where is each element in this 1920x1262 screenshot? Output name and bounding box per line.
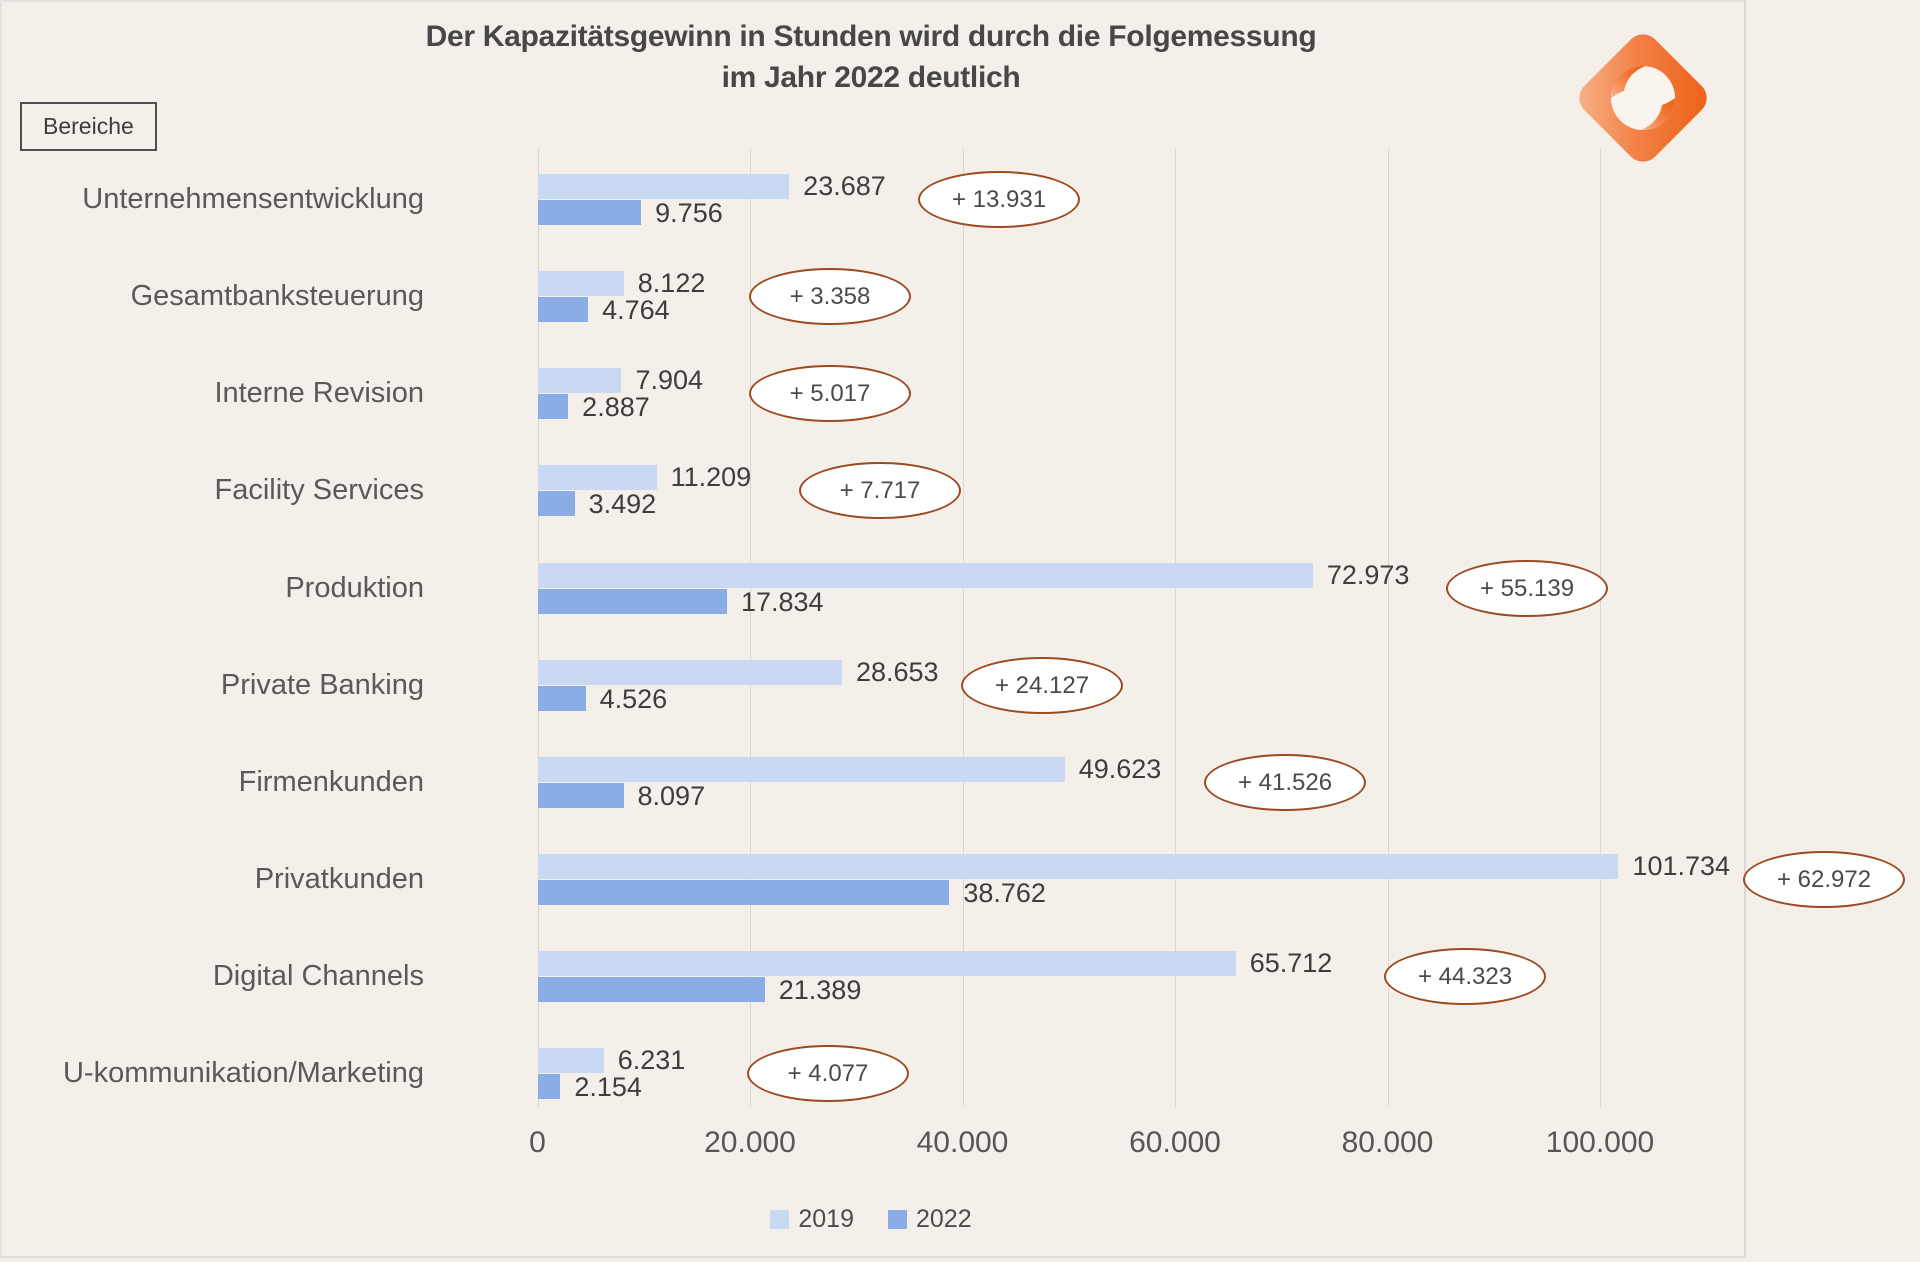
bar-2019 [537, 757, 1065, 782]
value-label-2022: 4.526 [599, 684, 668, 714]
value-label-2019: 6.231 [617, 1045, 686, 1075]
value-label-2022: 17.834 [740, 587, 824, 617]
category-label: Produktion [285, 572, 424, 604]
legend-label-2022: 2022 [916, 1205, 972, 1233]
value-label-2022: 8.097 [637, 781, 706, 811]
bar-2022 [537, 297, 589, 322]
value-label-2022: 38.762 [963, 878, 1046, 908]
category-axis-title-box: Bereiche [20, 102, 157, 151]
value-label-2019: 49.623 [1078, 754, 1162, 784]
bar-2019 [537, 174, 790, 199]
bar-2022 [537, 783, 624, 808]
legend-item-2019: 2019 [770, 1205, 854, 1234]
delta-ellipse: + 7.717 [799, 462, 961, 519]
bar-2022 [537, 880, 950, 905]
bar-2022 [537, 977, 765, 1002]
value-label-2019: 65.712 [1249, 948, 1333, 978]
gridline [1387, 148, 1389, 1107]
bar-2019 [537, 465, 657, 490]
bar-2019 [537, 368, 622, 393]
bar-2019 [537, 271, 624, 296]
legend-swatch-2019 [770, 1210, 790, 1229]
value-label-2022: 9.756 [655, 198, 723, 228]
category-label: Facility Services [214, 474, 425, 506]
bar-2019 [537, 951, 1236, 976]
gridline [750, 148, 751, 1107]
legend-item-2022: 2022 [888, 1205, 972, 1234]
company-logo-icon [1579, 34, 1707, 162]
bar-2022 [537, 491, 575, 516]
x-axis-tick-label: 40.000 [916, 1126, 1009, 1159]
category-label: Gesamtbanksteuerung [130, 280, 424, 312]
legend-label-2019: 2019 [798, 1205, 854, 1233]
value-label-2022: 21.389 [778, 975, 862, 1005]
delta-ellipse: + 3.358 [749, 268, 911, 325]
chart-title-line2: im Jahr 2022 deutlich [721, 61, 1021, 94]
category-label: U-kommunikation/Marketing [62, 1057, 424, 1089]
bar-2022 [537, 686, 586, 711]
bar-2022 [537, 200, 642, 225]
value-label-2019: 23.687 [803, 171, 886, 201]
gridline [962, 148, 964, 1107]
delta-ellipse: + 24.127 [961, 657, 1123, 714]
delta-ellipse: + 5.017 [749, 365, 911, 422]
value-label-2022: 4.764 [602, 295, 670, 325]
gridline [1600, 148, 1601, 1107]
x-axis-tick-label: 20.000 [704, 1126, 796, 1159]
bar-2019 [537, 660, 842, 685]
value-label-2019: 28.653 [855, 657, 939, 687]
legend: 2019 2022 [0, 1205, 1742, 1234]
value-label-2022: 2.154 [574, 1072, 642, 1102]
delta-ellipse: + 4.077 [747, 1045, 909, 1102]
category-label: Private Banking [220, 669, 424, 701]
bar-2022 [537, 394, 569, 419]
delta-ellipse: + 13.931 [918, 171, 1080, 228]
x-axis-tick-label: 100.000 [1545, 1126, 1655, 1159]
gridline [537, 148, 539, 1107]
gridline [1175, 148, 1176, 1107]
delta-ellipse: + 55.139 [1446, 560, 1608, 617]
category-label: Interne Revision [214, 377, 424, 409]
category-label: Digital Channels [212, 960, 424, 992]
x-axis-tick-label: 0 [529, 1126, 546, 1159]
delta-ellipse: + 41.526 [1204, 754, 1366, 811]
delta-ellipse: + 44.323 [1384, 948, 1546, 1005]
category-label: Unternehmensentwicklung [82, 183, 424, 215]
value-label-2019: 101.734 [1632, 851, 1731, 881]
value-label-2022: 2.887 [582, 392, 650, 422]
legend-swatch-2022 [888, 1210, 907, 1229]
x-axis-tick-label: 60.000 [1129, 1126, 1221, 1159]
category-label: Privatkunden [254, 863, 424, 895]
bar-2022 [537, 1074, 561, 1099]
chart-title: Der Kapazitätsgewinn in Stunden wird dur… [0, 16, 1742, 98]
bar-2019 [537, 854, 1619, 879]
bar-2019 [537, 1048, 604, 1073]
chart-title-line1: Der Kapazitätsgewinn in Stunden wird dur… [425, 20, 1317, 53]
value-label-2019: 11.209 [670, 462, 752, 492]
bar-2022 [537, 589, 727, 614]
value-label-2019: 72.973 [1326, 560, 1410, 590]
value-label-2022: 3.492 [588, 489, 657, 519]
delta-ellipse: + 62.972 [1743, 851, 1905, 908]
value-label-2019: 7.904 [635, 365, 704, 395]
bar-2019 [537, 563, 1313, 588]
value-label-2019: 8.122 [637, 268, 706, 298]
category-label: Firmenkunden [238, 766, 424, 798]
x-axis-tick-label: 80.000 [1341, 1126, 1434, 1159]
